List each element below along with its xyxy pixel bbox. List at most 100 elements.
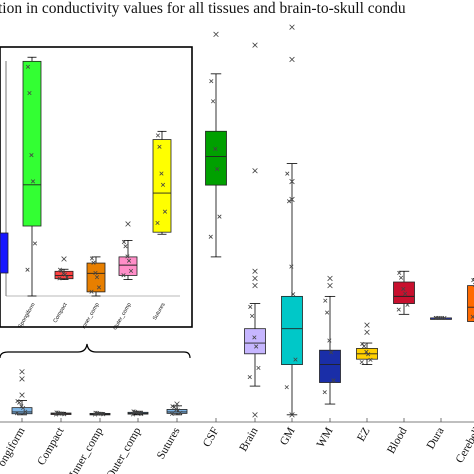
main-iqr-0 — [11, 407, 33, 415]
main-point-10-1 — [403, 291, 408, 296]
inset-point-1-0 — [57, 276, 62, 281]
x-tick-label-3: Outer_comp — [104, 425, 143, 474]
main-point-9-2 — [361, 344, 367, 349]
main-point-10-2 — [398, 275, 404, 280]
inset-point-2-3 — [96, 285, 102, 290]
main-point-9-3 — [368, 357, 373, 362]
main-point-5-0 — [208, 234, 213, 239]
main-box-1 — [50, 410, 72, 417]
inset-point-1-3 — [64, 275, 70, 280]
main-point-7-5 — [285, 171, 290, 176]
main-iqr-5 — [205, 130, 227, 186]
inset-point-2-5 — [89, 256, 95, 261]
inset-point-2-2 — [91, 260, 96, 265]
main-point-6-3 — [256, 365, 261, 371]
inset-point-1-4 — [61, 271, 66, 276]
main-point-10-3 — [405, 302, 410, 307]
inset-box-0 — [22, 56, 42, 297]
main-point-1-4 — [58, 411, 63, 416]
inset-point-1-5 — [57, 267, 63, 272]
main-point-8-5 — [323, 298, 328, 303]
inset-point-0-1 — [30, 179, 36, 184]
inset-point-4-2 — [157, 144, 162, 149]
main-outlier-7-4 — [289, 24, 295, 30]
main-point-5-3 — [217, 214, 222, 219]
inset-plot: Spongiform Compact Inner_comp Outer_comp Sut… — [0, 46, 193, 331]
main-box-2 — [89, 410, 111, 417]
inset-point-4-5 — [155, 133, 161, 138]
main-box-0 — [11, 369, 33, 416]
main-point-3-4 — [135, 410, 140, 415]
main-outlier-8-0 — [327, 282, 333, 289]
inset-point-2-4 — [93, 270, 98, 276]
grouping-brace — [0, 343, 191, 359]
x-tick-label-10: Blood — [385, 425, 410, 456]
main-point-4-4 — [174, 407, 179, 412]
inset-point-4-0 — [155, 220, 160, 226]
main-outlier-6-5 — [252, 42, 258, 48]
main-outlier-6-0 — [252, 412, 258, 418]
main-point-4-3 — [178, 410, 183, 415]
inset-box-1 — [54, 256, 74, 281]
x-tick-label-12: Cerebell — [454, 426, 474, 466]
main-point-10-4 — [401, 286, 406, 291]
inset-outlier-1-0 — [61, 256, 67, 262]
x-tick-label-8: WM — [315, 426, 336, 450]
inset-iqr-0 — [22, 60, 42, 227]
main-box-12 — [467, 278, 474, 322]
main-point-9-4 — [364, 349, 369, 354]
main-outlier-0-2 — [19, 369, 25, 375]
main-point-4-5 — [170, 404, 175, 409]
main-outlier-6-2 — [252, 275, 258, 282]
main-point-5-1 — [215, 166, 220, 172]
main-point-8-2 — [324, 310, 330, 315]
inset-outlier-3-0 — [125, 221, 131, 227]
main-point-11-5 — [434, 315, 439, 320]
inset-point-0-2 — [27, 90, 32, 96]
main-outlier-9-1 — [364, 322, 370, 328]
main-point-5-2 — [210, 99, 216, 104]
main-point-9-0 — [359, 360, 364, 365]
main-box-3 — [127, 409, 149, 417]
x-tick-label-11: Dura — [425, 426, 447, 452]
main-point-6-1 — [254, 344, 259, 349]
main-outlier-9-0 — [364, 329, 370, 335]
main-point-6-0 — [247, 374, 252, 380]
inset-iqr-2 — [86, 262, 106, 293]
main-point-10-0 — [396, 307, 401, 312]
inset-point-3-0 — [121, 273, 126, 278]
main-point-7-1 — [291, 292, 296, 297]
main-point-5-4 — [213, 146, 218, 151]
x-tick-label-0: ongiform — [0, 425, 28, 468]
inset-point-0-4 — [29, 153, 34, 158]
main-box-5 — [205, 31, 227, 258]
inset-point-3-1 — [126, 258, 132, 263]
main-point-12-5 — [471, 278, 474, 283]
main-iqr-8 — [319, 349, 341, 383]
inset-point-4-4 — [159, 171, 164, 176]
main-box-6 — [244, 42, 266, 418]
main-outlier-0-0 — [19, 392, 25, 398]
inset-point-4-1 — [160, 182, 166, 187]
inset-point-3-4 — [125, 254, 130, 259]
main-point-2-4 — [97, 411, 102, 416]
main-point-9-5 — [360, 341, 365, 346]
main-point-1-3 — [62, 412, 67, 417]
main-outlier-6-1 — [252, 282, 258, 289]
main-point-8-3 — [331, 378, 336, 383]
main-iqr-7 — [281, 295, 303, 365]
x-tick-label-9: EZ — [355, 426, 372, 444]
main-box-11 — [430, 315, 452, 320]
main-outlier-7-1 — [289, 196, 295, 203]
main-outlier-6-3 — [252, 268, 258, 274]
x-tick-label-1: Compact — [35, 425, 67, 468]
main-box-4 — [166, 401, 188, 416]
main-point-6-5 — [248, 304, 253, 309]
main-point-8-0 — [322, 390, 327, 395]
inset-box-3 — [118, 221, 138, 280]
main-box-7 — [281, 24, 303, 418]
main-outlier-8-1 — [327, 275, 333, 282]
inset-point-3-3 — [128, 268, 134, 274]
main-outlier-6-4 — [252, 168, 258, 174]
inset-point-0-5 — [25, 64, 31, 69]
